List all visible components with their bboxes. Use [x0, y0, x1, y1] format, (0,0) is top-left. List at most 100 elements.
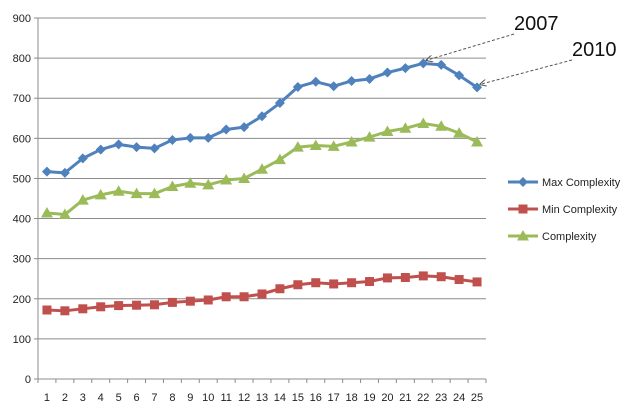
- y-tick-label: 200: [13, 294, 31, 306]
- data-point: [167, 134, 178, 145]
- data-point: [328, 81, 339, 92]
- y-tick-label: 600: [13, 133, 31, 145]
- legend-swatch-marker: [517, 230, 529, 241]
- series-group: [40, 58, 484, 316]
- y-tick-label: 100: [13, 334, 31, 346]
- data-point: [273, 153, 286, 165]
- legend-item: Max Complexity: [508, 177, 621, 189]
- legend-item: Complexity: [508, 230, 597, 243]
- data-point: [132, 300, 142, 310]
- data-point: [293, 280, 303, 290]
- data-point: [400, 273, 410, 283]
- data-point: [310, 76, 321, 87]
- x-tick-label: 20: [381, 392, 393, 404]
- x-tick-label: 7: [151, 392, 157, 404]
- y-tick-label: 900: [13, 13, 31, 25]
- data-point: [453, 127, 466, 138]
- data-point: [60, 306, 70, 316]
- legend-label: Min Complexity: [542, 204, 618, 216]
- series-min-complexity: [42, 271, 482, 316]
- data-point: [42, 305, 52, 315]
- data-point: [274, 98, 285, 109]
- data-point: [203, 132, 214, 143]
- x-tick-label: 10: [202, 392, 214, 404]
- y-tick-labels: 0 100 200 300 400 500 600 700 800 900: [13, 13, 31, 386]
- data-point: [149, 143, 160, 154]
- data-point: [292, 81, 303, 92]
- legend: Max Complexity Min Complexity Complexity: [508, 177, 621, 243]
- data-point: [239, 292, 249, 302]
- data-point: [131, 142, 142, 153]
- y-tick-label: 400: [13, 214, 31, 226]
- x-tick-label: 15: [292, 392, 304, 404]
- data-point: [329, 279, 339, 289]
- x-tick-label: 18: [345, 392, 357, 404]
- data-point: [114, 301, 124, 311]
- data-point: [382, 67, 393, 78]
- data-point: [40, 206, 53, 218]
- data-point: [95, 144, 106, 155]
- legend-label: Complexity: [542, 231, 597, 243]
- data-point: [185, 132, 196, 143]
- series-complexity: [40, 117, 484, 220]
- annotation-label: 2007: [514, 13, 559, 35]
- data-point: [184, 177, 197, 188]
- data-point: [364, 73, 375, 84]
- x-tick-label: 21: [399, 392, 411, 404]
- data-point: [418, 271, 428, 281]
- x-tick-label: 19: [363, 392, 375, 404]
- data-point: [238, 172, 251, 183]
- y-tick-label: 300: [13, 254, 31, 266]
- data-point: [203, 295, 213, 305]
- data-point: [435, 120, 448, 131]
- data-point: [149, 300, 159, 310]
- y-tick-label: 500: [13, 173, 31, 185]
- x-tick-label: 22: [417, 392, 429, 404]
- data-point: [309, 139, 322, 151]
- x-tick-label: 6: [133, 392, 139, 404]
- data-point: [220, 174, 233, 185]
- x-tick-label: 3: [80, 392, 86, 404]
- data-point: [239, 122, 250, 133]
- data-point: [78, 304, 88, 314]
- data-point: [59, 167, 70, 178]
- legend-item: Min Complexity: [508, 204, 618, 216]
- data-point: [365, 277, 375, 287]
- data-point: [256, 163, 268, 174]
- x-tick-label: 5: [116, 392, 122, 404]
- data-point: [400, 63, 411, 74]
- legend-swatch-marker: [518, 177, 528, 187]
- data-point: [166, 180, 179, 191]
- annotation-arrow: [426, 33, 515, 60]
- x-tick-label: 9: [187, 392, 193, 404]
- x-tick-label: 23: [435, 392, 447, 404]
- data-point: [113, 139, 124, 150]
- x-tick-label: 11: [220, 392, 231, 404]
- data-point: [94, 188, 107, 200]
- data-point: [112, 185, 125, 196]
- x-tick-label: 17: [328, 392, 340, 404]
- x-tick-label: 14: [274, 392, 286, 404]
- data-point: [363, 131, 376, 142]
- x-tick-label: 2: [62, 392, 68, 404]
- x-tick-label: 1: [44, 392, 50, 404]
- legend-swatch-marker: [518, 204, 528, 214]
- axes: [34, 17, 487, 383]
- x-tick-label: 13: [256, 392, 268, 404]
- data-point: [346, 75, 357, 86]
- data-point: [185, 296, 195, 306]
- data-point: [202, 178, 215, 190]
- data-point: [257, 111, 267, 122]
- data-point: [58, 208, 71, 220]
- data-point: [454, 275, 464, 285]
- data-point: [41, 166, 52, 177]
- data-point: [76, 194, 89, 205]
- data-point: [454, 70, 465, 81]
- series-max-complexity: [41, 58, 483, 178]
- data-point: [148, 187, 161, 199]
- data-point: [436, 272, 446, 282]
- data-point: [130, 187, 143, 199]
- legend-label: Max Complexity: [542, 177, 621, 189]
- data-point: [96, 302, 106, 312]
